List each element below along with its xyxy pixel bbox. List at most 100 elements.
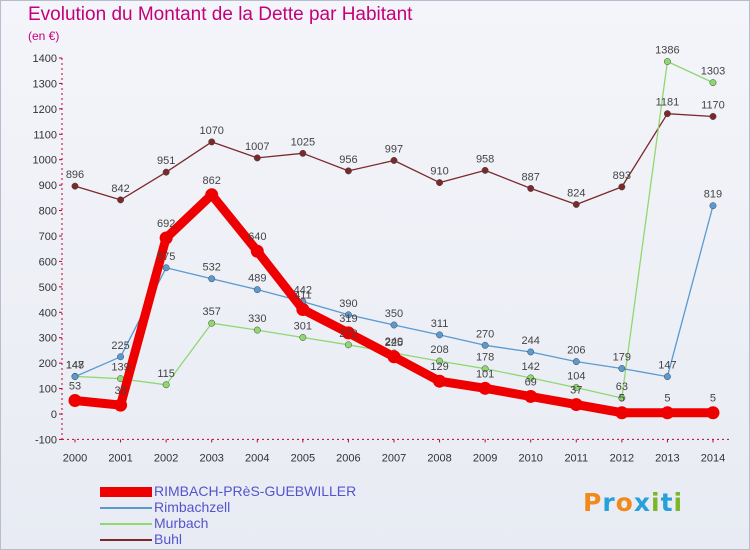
data-label: 489: [248, 273, 266, 285]
y-tick-label: 200: [39, 358, 57, 370]
data-point: [117, 353, 125, 361]
data-label: 69: [525, 376, 537, 388]
data-point: [569, 398, 583, 412]
x-tick-label: 2011: [564, 452, 588, 464]
data-point: [615, 406, 629, 420]
data-point: [344, 167, 352, 175]
data-point: [481, 166, 489, 174]
legend-label: Murbach: [154, 515, 209, 531]
data-label: 896: [66, 169, 84, 181]
data-label: 951: [157, 155, 175, 167]
data-label: 1181: [656, 97, 680, 109]
logo-letter: x: [633, 488, 651, 517]
data-label: 319: [339, 313, 357, 325]
data-point: [524, 389, 538, 403]
data-label: 178: [476, 352, 494, 364]
data-label: 862: [203, 175, 221, 187]
data-point: [436, 179, 444, 187]
data-point: [572, 384, 580, 392]
x-tick-label: 2014: [701, 452, 725, 464]
y-tick-label: 300: [39, 333, 57, 345]
legend-label: Rimbachzell: [154, 499, 231, 515]
data-label: 5: [619, 393, 625, 405]
data-label: 842: [111, 183, 129, 195]
data-point: [71, 182, 79, 190]
data-label: 824: [567, 187, 585, 199]
data-label: 411: [294, 289, 312, 301]
y-tick-label: 100: [39, 384, 57, 396]
data-point: [299, 149, 307, 157]
logo-letter: i: [673, 488, 684, 517]
y-tick-label: 900: [39, 180, 57, 192]
data-point: [159, 231, 173, 245]
data-label: 147: [66, 360, 84, 372]
x-tick-label: 2013: [655, 452, 679, 464]
data-point: [162, 264, 170, 272]
data-point: [663, 110, 671, 118]
data-label: 311: [431, 318, 449, 330]
legend-swatch: [100, 539, 152, 541]
data-point: [709, 113, 717, 120]
y-tick-label: -100: [35, 434, 57, 446]
x-tick-label: 2007: [382, 452, 406, 464]
data-point: [663, 373, 671, 381]
data-label: 179: [613, 351, 631, 363]
data-point: [296, 302, 310, 316]
data-label: 142: [522, 361, 540, 373]
data-point: [208, 319, 216, 327]
data-label: 692: [157, 218, 175, 230]
logo-letter: r: [602, 488, 616, 517]
data-point: [208, 138, 216, 146]
data-point: [478, 381, 492, 395]
data-label: 390: [339, 298, 357, 310]
data-label: 640: [248, 231, 266, 243]
data-label: 819: [704, 189, 722, 201]
data-point: [208, 275, 216, 283]
data-point: [253, 286, 261, 294]
data-point: [618, 365, 626, 372]
data-point: [433, 374, 447, 388]
x-tick-label: 2003: [199, 452, 223, 464]
data-point: [299, 334, 307, 341]
data-label: 101: [476, 368, 494, 380]
data-point: [706, 406, 720, 420]
data-label: 147: [658, 360, 676, 372]
data-point: [344, 311, 352, 319]
logo-letter: P: [583, 488, 603, 517]
data-point: [253, 154, 261, 162]
data-point: [618, 394, 626, 402]
data-label: 139: [111, 362, 129, 374]
legend-label: Buhl: [154, 531, 183, 547]
data-label: 148: [66, 359, 84, 371]
data-label: 442: [294, 285, 312, 297]
data-point: [436, 357, 444, 365]
data-point: [663, 58, 671, 65]
data-label: 1025: [291, 136, 315, 148]
data-label: 104: [567, 371, 585, 383]
data-point: [527, 374, 535, 382]
data-point: [572, 201, 580, 208]
data-label: 350: [385, 308, 403, 320]
data-label: 1070: [199, 125, 223, 137]
x-tick-label: 2008: [427, 452, 451, 464]
data-point: [390, 157, 398, 164]
data-label: 35: [114, 385, 126, 397]
data-point: [618, 183, 626, 191]
y-tick-label: 800: [39, 206, 57, 218]
data-point: [660, 406, 674, 420]
x-tick-label: 2000: [63, 452, 87, 464]
y-tick-label: 0: [51, 409, 57, 421]
data-label: 1170: [701, 99, 725, 111]
data-point: [71, 373, 79, 381]
y-tick-label: 1000: [33, 155, 57, 167]
data-point: [162, 168, 170, 176]
data-point: [709, 202, 717, 210]
data-label: 330: [248, 313, 266, 325]
data-label: 5: [664, 393, 670, 405]
data-point: [162, 381, 170, 389]
x-tick-label: 2006: [336, 452, 360, 464]
chart-subtitle: (en €): [28, 29, 60, 43]
data-point: [114, 398, 128, 412]
data-point: [68, 394, 82, 408]
